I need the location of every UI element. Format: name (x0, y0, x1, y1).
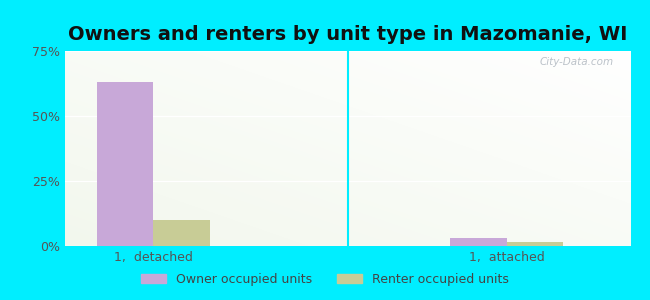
Bar (97, 82, 153, 246)
Text: City-Data.com: City-Data.com (540, 57, 614, 67)
Legend: Owner occupied units, Renter occupied units: Owner occupied units, Renter occupied un… (136, 268, 514, 291)
Bar (153, 220, 210, 246)
Title: Owners and renters by unit type in Mazomanie, WI: Owners and renters by unit type in Mazom… (68, 25, 627, 44)
Bar (507, 242, 564, 246)
Bar (450, 238, 507, 246)
